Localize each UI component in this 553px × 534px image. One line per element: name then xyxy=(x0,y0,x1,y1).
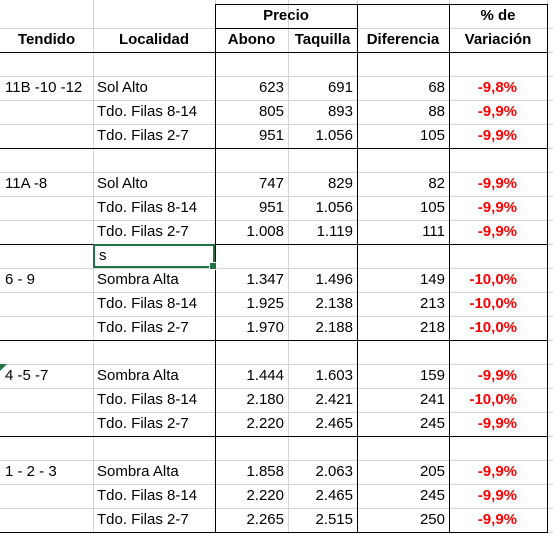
variacion-cell[interactable]: -9,9% xyxy=(477,175,517,192)
diferencia-cell[interactable]: 105 xyxy=(419,199,445,216)
fill-handle[interactable] xyxy=(209,262,217,270)
header-abono[interactable]: Abono xyxy=(227,31,276,48)
abono-cell[interactable]: 1.347 xyxy=(246,271,284,288)
taquilla-cell[interactable]: 1.056 xyxy=(315,199,353,216)
variacion-cell[interactable]: -9,9% xyxy=(477,223,517,240)
taquilla-cell[interactable]: 893 xyxy=(327,103,353,120)
localidad-cell[interactable]: Sol Alto xyxy=(97,79,148,96)
diferencia-cell[interactable]: 105 xyxy=(419,127,445,144)
diferencia-cell[interactable]: 82 xyxy=(428,175,445,192)
taquilla-cell[interactable]: 829 xyxy=(327,175,353,192)
taquilla-cell[interactable]: 2.465 xyxy=(315,415,353,432)
localidad-cell[interactable]: Sombra Alta xyxy=(97,271,179,288)
abono-cell[interactable]: 805 xyxy=(258,103,284,120)
localidad-cell[interactable]: Tdo. Filas 8-14 xyxy=(97,103,198,120)
header-taquilla[interactable]: Taquilla xyxy=(294,31,351,48)
abono-cell[interactable]: 623 xyxy=(258,79,284,96)
taquilla-cell[interactable]: 1.603 xyxy=(315,367,353,384)
localidad-cell[interactable]: Sombra Alta xyxy=(97,463,179,480)
taquilla-cell[interactable]: 2.063 xyxy=(315,463,353,480)
header-precio[interactable]: Precio xyxy=(263,7,309,24)
abono-cell[interactable]: 1.970 xyxy=(246,319,284,336)
variacion-cell[interactable]: -10,0% xyxy=(469,391,517,408)
localidad-cell[interactable]: Tdo. Filas 2-7 xyxy=(97,127,189,144)
diferencia-cell[interactable]: 213 xyxy=(419,295,445,312)
taquilla-cell[interactable]: 2.465 xyxy=(315,487,353,504)
tendido-cell[interactable]: 6 - 9 xyxy=(5,271,36,288)
abono-cell[interactable]: 1.925 xyxy=(246,295,284,312)
abono-cell[interactable]: 2.265 xyxy=(246,511,284,528)
taquilla-cell[interactable]: 691 xyxy=(327,79,353,96)
taquilla-cell[interactable]: 2.138 xyxy=(315,295,353,312)
diferencia-cell[interactable]: 205 xyxy=(419,463,445,480)
diferencia-cell[interactable]: 159 xyxy=(419,367,445,384)
taquilla-cell[interactable]: 1.496 xyxy=(315,271,353,288)
diferencia-cell[interactable]: 111 xyxy=(422,223,445,240)
header-pct-de[interactable]: % de xyxy=(480,7,516,24)
abono-cell[interactable]: 2.220 xyxy=(246,487,284,504)
tendido-cell[interactable]: 1 - 2 - 3 xyxy=(5,463,57,480)
diferencia-cell[interactable]: 68 xyxy=(428,79,445,96)
abono-cell[interactable]: 951 xyxy=(258,127,284,144)
abono-cell[interactable]: 1.858 xyxy=(246,463,284,480)
variacion-cell[interactable]: -9,9% xyxy=(477,127,517,144)
variacion-cell[interactable]: -9,9% xyxy=(477,199,517,216)
localidad-cell[interactable]: Sol Alto xyxy=(97,175,148,192)
localidad-cell[interactable]: Tdo. Filas 8-14 xyxy=(97,487,198,504)
localidad-cell[interactable]: Tdo. Filas 2-7 xyxy=(97,415,189,432)
localidad-cell[interactable]: Tdo. Filas 2-7 xyxy=(97,319,189,336)
taquilla-cell[interactable]: 1.119 xyxy=(316,223,353,240)
tendido-cell[interactable]: 4 -5 -7 xyxy=(5,367,49,384)
active-cell[interactable]: s xyxy=(93,244,217,270)
localidad-cell[interactable]: Tdo. Filas 8-14 xyxy=(97,295,198,312)
cell-indicator-icon xyxy=(0,364,7,371)
variacion-cell[interactable]: -9,8% xyxy=(477,79,517,96)
diferencia-cell[interactable]: 245 xyxy=(419,487,445,504)
variacion-cell[interactable]: -9,9% xyxy=(477,415,517,432)
abono-cell[interactable]: 951 xyxy=(258,199,284,216)
abono-cell[interactable]: 2.220 xyxy=(246,415,284,432)
variacion-cell[interactable]: -10,0% xyxy=(469,319,517,336)
active-cell-value: s xyxy=(99,247,107,264)
diferencia-cell[interactable]: 88 xyxy=(428,103,445,120)
diferencia-cell[interactable]: 245 xyxy=(419,415,445,432)
variacion-cell[interactable]: -9,9% xyxy=(477,367,517,384)
localidad-cell[interactable]: Sombra Alta xyxy=(97,367,179,384)
taquilla-cell[interactable]: 2.421 xyxy=(315,391,353,408)
diferencia-cell[interactable]: 218 xyxy=(419,319,445,336)
variacion-cell[interactable]: -10,0% xyxy=(469,271,517,288)
localidad-cell[interactable]: Tdo. Filas 8-14 xyxy=(97,199,198,216)
taquilla-cell[interactable]: 2.515 xyxy=(315,511,353,528)
abono-cell[interactable]: 2.180 xyxy=(246,391,284,408)
variacion-cell[interactable]: -10,0% xyxy=(469,295,517,312)
localidad-cell[interactable]: Tdo. Filas 8-14 xyxy=(97,391,198,408)
taquilla-cell[interactable]: 1.056 xyxy=(315,127,353,144)
diferencia-cell[interactable]: 250 xyxy=(419,511,445,528)
header-localidad[interactable]: Localidad xyxy=(118,31,189,48)
diferencia-cell[interactable]: 149 xyxy=(419,271,445,288)
localidad-cell[interactable]: Tdo. Filas 2-7 xyxy=(97,511,189,528)
header-variacion[interactable]: Variación xyxy=(464,31,532,48)
variacion-cell[interactable]: -9,9% xyxy=(477,103,517,120)
localidad-cell[interactable]: Tdo. Filas 2-7 xyxy=(97,223,189,240)
tendido-cell[interactable]: 11B -10 -12 xyxy=(5,79,83,96)
variacion-cell[interactable]: -9,9% xyxy=(477,487,517,504)
variacion-cell[interactable]: -9,9% xyxy=(477,511,517,528)
taquilla-cell[interactable]: 2.188 xyxy=(315,319,353,336)
variacion-cell[interactable]: -9,9% xyxy=(477,463,517,480)
abono-cell[interactable]: 747 xyxy=(258,175,284,192)
abono-cell[interactable]: 1.008 xyxy=(246,223,284,240)
tendido-cell[interactable]: 11A -8 xyxy=(5,175,48,192)
diferencia-cell[interactable]: 241 xyxy=(419,391,445,408)
abono-cell[interactable]: 1.444 xyxy=(246,367,284,384)
header-tendido[interactable]: Tendido xyxy=(17,31,76,48)
header-diferencia[interactable]: Diferencia xyxy=(366,31,440,48)
